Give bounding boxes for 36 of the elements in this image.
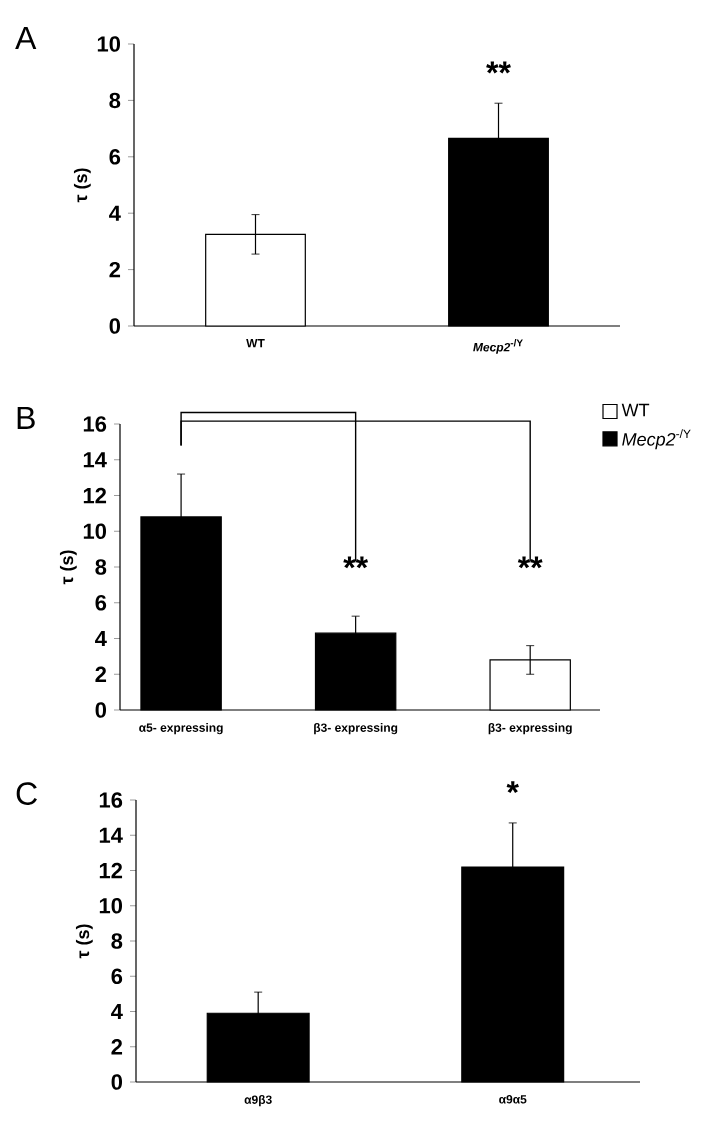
y-tick-label: 14 xyxy=(83,452,107,468)
y-tick-label: 2 xyxy=(109,261,121,278)
y-tick-label: 10 xyxy=(83,523,107,540)
y-tick-label: 10 xyxy=(99,898,123,914)
y-tick-label: 4 xyxy=(95,630,107,647)
y-tick-label: 0 xyxy=(109,318,121,334)
annotation: ** xyxy=(486,61,511,74)
legend-label: WT xyxy=(621,403,650,417)
y-tick-label: 6 xyxy=(111,968,123,985)
y-tick-label: 12 xyxy=(83,487,107,504)
text: * xyxy=(506,781,519,794)
y-axis-title: τ (s) xyxy=(75,924,93,959)
y-tick-label: 16 xyxy=(99,792,123,808)
y-axis-title: τ (s) xyxy=(59,550,77,585)
y-tick-label: 2 xyxy=(95,666,107,682)
y-tick-label: 8 xyxy=(111,933,123,949)
y-tick-label: 0 xyxy=(111,1074,123,1090)
y-tick-label: 8 xyxy=(95,559,107,575)
y-axis-title: τ (s) xyxy=(73,168,91,203)
y-tick-label: 4 xyxy=(111,1003,123,1020)
y-tick-label: 12 xyxy=(99,862,123,879)
y-tick-label: 8 xyxy=(109,92,121,109)
annotation: ** xyxy=(343,556,369,569)
chart-title: A xyxy=(15,26,37,49)
legend-label: Mecp2$^{-/Y}$ xyxy=(622,429,691,450)
chart-title: B xyxy=(17,406,35,429)
y-tick-label: 0 xyxy=(95,702,107,718)
y-tick-label: 2 xyxy=(111,1039,123,1055)
y-tick-label: 4 xyxy=(109,205,121,221)
y-tick-label: 10 xyxy=(97,36,121,52)
y-tick-label: 14 xyxy=(99,827,123,843)
annotation: ** xyxy=(517,556,543,569)
y-tick-label: 6 xyxy=(95,594,107,611)
chart-title: C xyxy=(16,782,37,805)
y-tick-label: 6 xyxy=(109,149,121,165)
y-tick-label: 16 xyxy=(83,416,107,432)
